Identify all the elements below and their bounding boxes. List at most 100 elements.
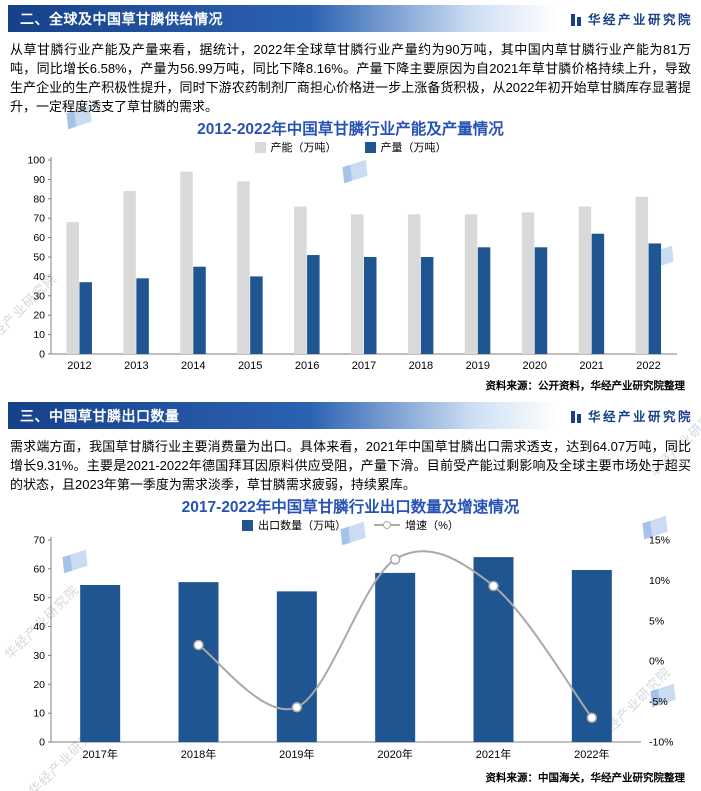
y-axis-tick-label: 30	[33, 290, 45, 302]
y-axis-tick-label: 40	[33, 271, 45, 283]
section-title-bar: 三、中国草甘膦出口数量	[8, 402, 558, 429]
export-bar	[374, 572, 415, 742]
growth-marker	[389, 554, 400, 565]
export-bar	[178, 582, 218, 742]
x-axis-label: 2013	[124, 360, 148, 372]
grouped-bar-chart-svg: 0 10 20 30 40 50 60 70 80 90 100 2012 2013 2014 2015 20…	[27, 155, 677, 372]
x-axis-label: 2018	[408, 360, 432, 372]
capacity-bar	[407, 214, 420, 354]
x-axis-label: 2017年	[82, 747, 117, 761]
y-axis-tick-label: 90	[33, 174, 45, 186]
right-axis-tick-label: -5%	[649, 696, 668, 708]
x-axis-label: 2012	[67, 360, 91, 372]
y-axis-tick-label: 50	[33, 252, 45, 264]
capacity-bar	[179, 171, 193, 354]
x-axis-label: 2018年	[180, 747, 215, 761]
production-bar	[306, 255, 320, 354]
brand-logo: 华经产业研究院	[558, 9, 693, 28]
left-axis-tick-label: 50	[33, 592, 45, 604]
capacity-bar	[293, 206, 307, 354]
y-axis-tick-label: 80	[33, 193, 45, 205]
legend-swatch	[242, 519, 254, 531]
x-axis-label: 2019	[465, 360, 489, 372]
production-bar	[363, 257, 376, 354]
legend-swatch	[254, 141, 266, 153]
legend-item: 出口数量（万吨）	[242, 517, 346, 533]
left-axis-tick-label: 0	[39, 737, 45, 749]
chart2-title: 2017-2022年中国草甘膦行业出口数量及增速情况	[181, 499, 520, 516]
x-axis-label: 2022	[636, 360, 660, 372]
brand-logo-text: 华经产业研究院	[587, 13, 693, 27]
production-bar	[534, 247, 547, 354]
left-axis-tick-label: 10	[33, 708, 45, 720]
y-axis-tick-label: 0	[39, 349, 45, 361]
production-bar	[477, 247, 490, 354]
legend-swatch	[364, 141, 376, 153]
bar-chart-logo-icon	[570, 410, 581, 423]
x-axis-label: 2016	[294, 360, 318, 372]
left-axis-tick-label: 40	[33, 621, 45, 633]
growth-marker	[487, 580, 499, 592]
x-axis-label: 2014	[181, 360, 205, 372]
production-bar	[648, 243, 661, 354]
right-axis-tick-label: 10%	[649, 575, 670, 587]
capacity-bar	[122, 191, 136, 354]
section-export: 三、中国草甘膦出口数量 华经产业研究院 需求端方面，我国草甘膦行业主要消费量为出…	[0, 402, 701, 785]
x-axis-label: 2015	[237, 360, 261, 372]
x-axis-label: 2020年	[377, 747, 412, 761]
capacity-production-chart: 0 10 20 30 40 50 60 70 80 90 100 2012 2013 2014 2015 20…	[0, 154, 701, 376]
legend-label: 出口数量（万吨）	[258, 520, 347, 532]
capacity-bar	[578, 206, 591, 354]
legend-line-symbol	[374, 521, 401, 529]
growth-marker	[192, 639, 204, 651]
legend-label: 增速（%）	[405, 520, 459, 532]
chart2-source: 资料来源：中国海关，华经产业研究院整理	[485, 772, 686, 784]
capacity-bar	[65, 222, 79, 354]
growth-marker	[586, 712, 597, 724]
brand-logo: 华经产业研究院	[558, 406, 693, 425]
right-axis-tick-label: -10%	[649, 737, 674, 749]
production-bar	[249, 276, 263, 354]
bar-chart-logo-icon	[570, 13, 581, 26]
chart1-legend: 产能（万吨） 产量（万吨）	[0, 140, 701, 154]
production-bar	[420, 257, 433, 354]
section-supply: 二、全球及中国草甘膦供给情况 华经产业研究院 从草甘膦行业产能及产量来看，据统计…	[0, 5, 701, 393]
right-axis-tick-label: 5%	[649, 615, 664, 627]
legend-item: 产量（万吨）	[364, 139, 447, 155]
production-bar	[78, 282, 92, 354]
chart2-legend: 出口数量（万吨） 增速（%）	[0, 518, 701, 532]
x-axis-label: 2021	[579, 360, 603, 372]
left-axis-tick-label: 30	[33, 650, 45, 662]
chart1-title: 2012-2022年中国草甘膦行业产能及产量情况	[197, 121, 504, 138]
left-axis-tick-label: 60	[33, 563, 45, 575]
export-bar	[79, 585, 120, 742]
y-axis-tick-label: 20	[33, 310, 45, 322]
y-axis-tick-label: 10	[33, 329, 45, 341]
capacity-bar	[350, 214, 363, 354]
export-growth-chart: 0 10 20 30 40 50 60 70 -10% -5% 0% 5% 10% 15% 2017年 201…	[0, 532, 701, 768]
x-axis-label: 2019年	[279, 747, 314, 761]
x-axis-label: 2020	[522, 360, 546, 372]
section-title: 二、全球及中国草甘膦供给情况	[20, 10, 223, 27]
left-axis-tick-label: 70	[33, 535, 45, 547]
section-header: 二、全球及中国草甘膦供给情况 华经产业研究院	[8, 5, 693, 32]
x-axis-label: 2017	[351, 360, 375, 372]
legend-item: 增速（%）	[374, 517, 459, 533]
section-title-bar: 二、全球及中国草甘膦供给情况	[8, 5, 558, 32]
y-axis-tick-label: 60	[33, 232, 45, 244]
left-axis-tick-label: 20	[33, 679, 45, 691]
capacity-bar	[236, 181, 250, 354]
capacity-bar	[521, 212, 534, 354]
legend-label: 产能（万吨）	[270, 142, 337, 154]
legend-label: 产量（万吨）	[380, 142, 447, 154]
bar-line-chart-svg: 0 10 20 30 40 50 60 70 -10% -5% 0% 5% 10% 15% 2017年 201…	[33, 535, 674, 762]
chart1-source: 资料来源：公开资料，华经产业研究院整理	[485, 380, 686, 392]
y-axis-tick-label: 100	[27, 155, 45, 167]
section-header: 三、中国草甘膦出口数量 华经产业研究院	[8, 402, 693, 429]
legend-item: 产能（万吨）	[254, 139, 337, 155]
x-axis-label: 2022年	[574, 747, 609, 761]
right-axis-tick-label: 0%	[649, 656, 664, 668]
production-bar	[591, 233, 604, 354]
export-paragraph: 需求端方面，我国草甘膦行业主要消费量为出口。具体来看，2021年中国草甘膦出口需…	[10, 439, 691, 492]
right-axis-tick-label: 15%	[649, 535, 670, 547]
